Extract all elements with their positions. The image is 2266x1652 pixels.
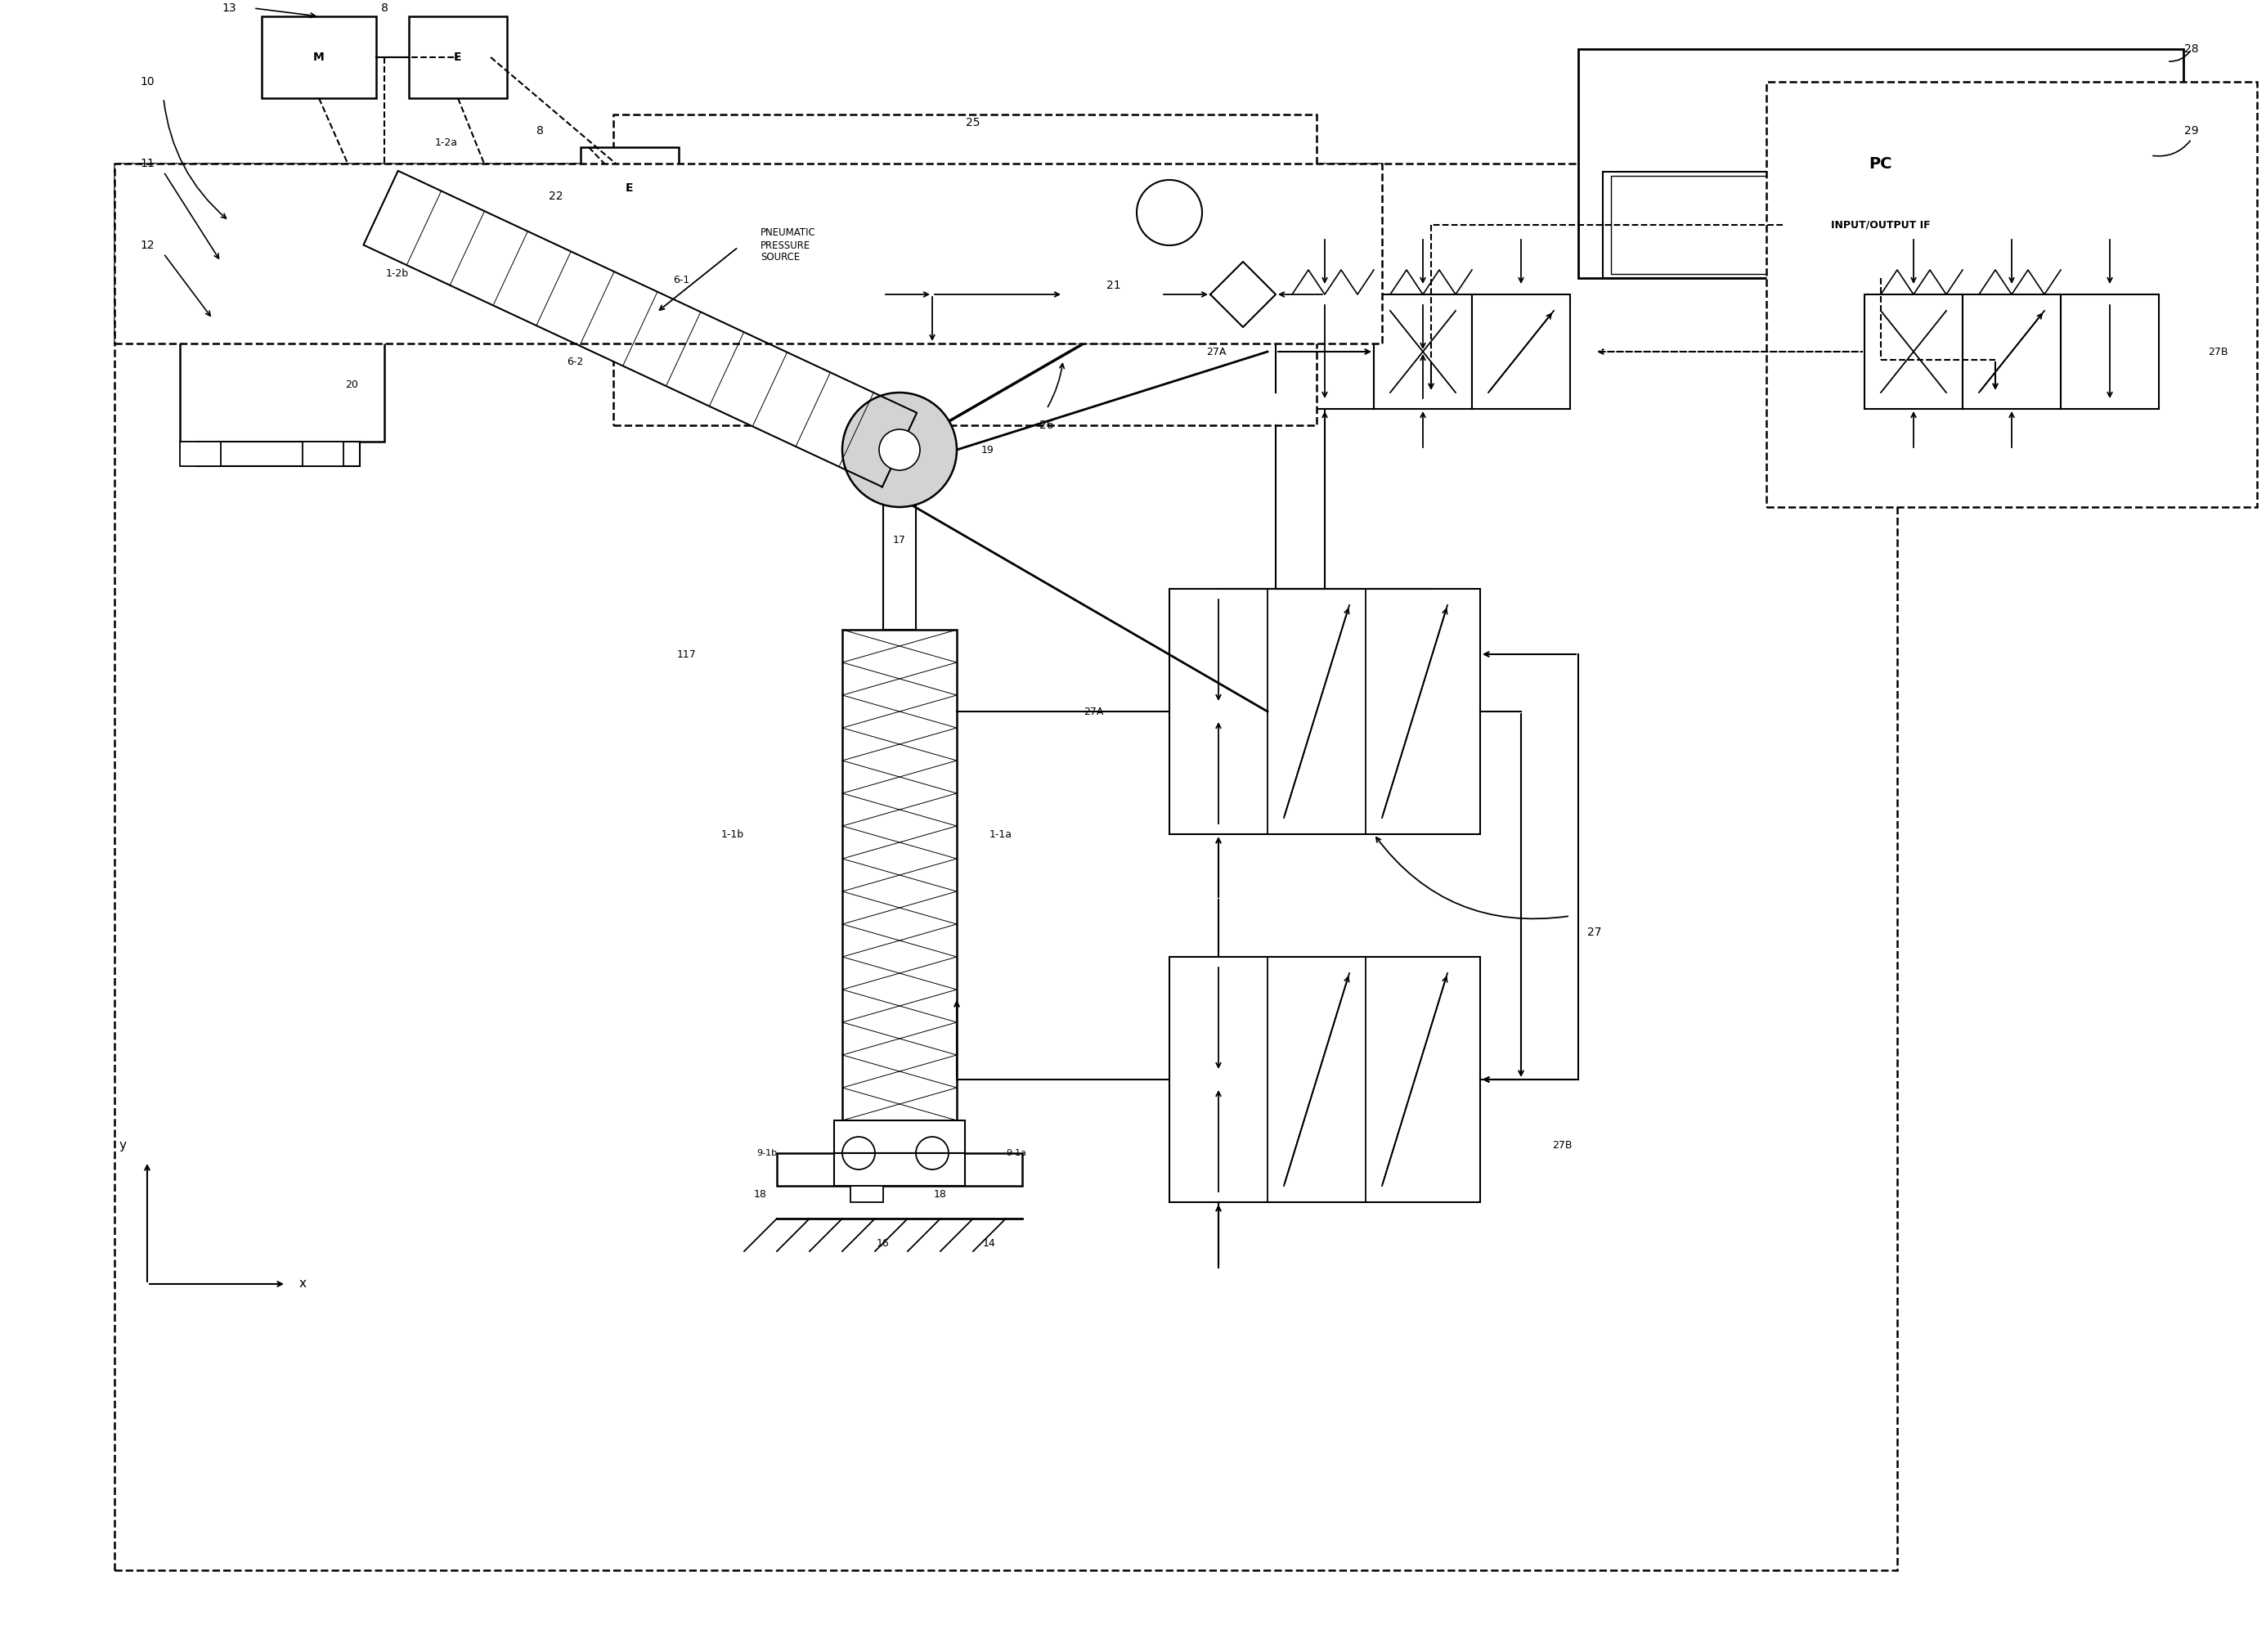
Bar (1602, 172, 2159, 278)
Bar (777, 1153, 1022, 1186)
Text: x: x (299, 1279, 306, 1290)
Text: 1-1a: 1-1a (990, 829, 1013, 839)
Text: 10: 10 (140, 76, 154, 88)
Text: 17: 17 (893, 535, 906, 545)
Text: 27A: 27A (1083, 705, 1104, 717)
Text: 26: 26 (1040, 420, 1054, 431)
Text: 27B: 27B (2207, 347, 2227, 357)
Bar (179, 197, 245, 261)
Bar (1865, 294, 1962, 410)
Bar (1169, 957, 1480, 1203)
Bar (1577, 50, 2184, 278)
Circle shape (879, 430, 920, 471)
Bar (408, 17, 508, 97)
Text: PC: PC (1869, 155, 1892, 172)
Bar (179, 261, 385, 441)
Text: 1-2a: 1-2a (435, 137, 458, 147)
Bar (834, 1120, 965, 1153)
Text: 18: 18 (755, 1189, 766, 1199)
Bar (197, 441, 360, 466)
Bar (279, 197, 344, 261)
Text: 21: 21 (1106, 279, 1122, 291)
Bar (834, 1153, 965, 1186)
Bar (614, 114, 1317, 425)
Text: 20: 20 (344, 378, 358, 390)
Text: 16: 16 (877, 1237, 891, 1249)
Bar (850, 1186, 884, 1203)
Bar (304, 441, 344, 466)
Bar (1611, 175, 2150, 274)
Text: 11: 11 (140, 159, 154, 169)
Text: 117: 117 (678, 649, 696, 659)
Text: PNEUMATIC
PRESSURE
SOURCE: PNEUMATIC PRESSURE SOURCE (761, 228, 816, 263)
Text: 29: 29 (2184, 126, 2198, 137)
Bar (843, 629, 956, 1120)
Text: 13: 13 (222, 2, 236, 13)
Text: 27: 27 (1588, 927, 1602, 938)
Bar (1373, 294, 1473, 410)
Text: 25: 25 (965, 117, 981, 129)
Text: 8: 8 (537, 126, 544, 137)
Text: E: E (453, 51, 462, 63)
Text: M: M (313, 51, 324, 63)
Text: 1-1b: 1-1b (721, 829, 743, 839)
Text: 6-1: 6-1 (673, 274, 689, 286)
Text: y: y (120, 1138, 127, 1151)
Polygon shape (363, 170, 918, 487)
Bar (116, 164, 1897, 1569)
Text: INPUT/OUTPUT IF: INPUT/OUTPUT IF (1831, 220, 1931, 230)
Text: 12: 12 (140, 240, 154, 251)
Bar (580, 147, 680, 230)
Text: E: E (625, 182, 634, 193)
Circle shape (843, 393, 956, 507)
Bar (261, 17, 376, 97)
Text: 27A: 27A (1208, 347, 1226, 357)
Text: 1-2b: 1-2b (385, 268, 408, 279)
Text: 6-2: 6-2 (566, 357, 582, 367)
Text: 22: 22 (548, 190, 564, 202)
Bar (1962, 294, 2060, 410)
Bar (2060, 294, 2159, 410)
Text: 14: 14 (983, 1237, 997, 1249)
Bar (1169, 588, 1480, 834)
Text: 18: 18 (934, 1189, 947, 1199)
Bar (1473, 294, 1570, 410)
Bar (1767, 83, 2257, 507)
Text: 19: 19 (981, 444, 995, 454)
Text: 8: 8 (381, 2, 387, 13)
Bar (179, 441, 220, 466)
Bar (1276, 294, 1373, 410)
Text: 27B: 27B (1552, 1140, 1573, 1150)
Bar (116, 164, 1382, 344)
Bar (1063, 246, 1160, 344)
Bar (884, 449, 915, 629)
Text: 9-1b: 9-1b (757, 1150, 777, 1156)
Text: 9-1a: 9-1a (1006, 1150, 1026, 1156)
Text: 28: 28 (2184, 43, 2198, 55)
